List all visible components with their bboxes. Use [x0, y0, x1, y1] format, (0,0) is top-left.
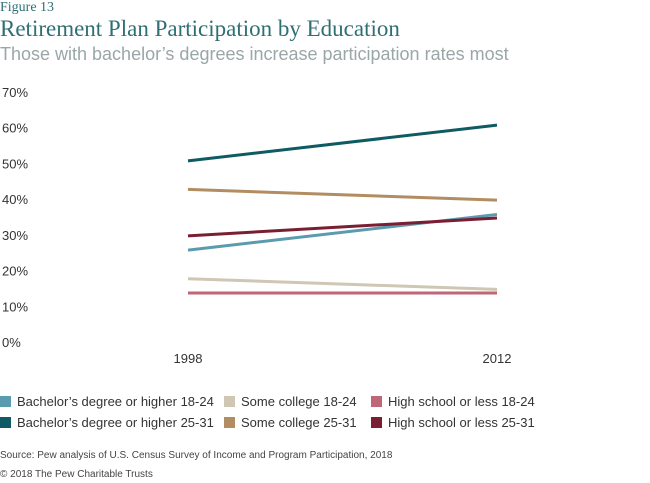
chart-subtitle: Those with bachelor’s degrees increase p… [0, 44, 509, 64]
legend-swatch [224, 417, 235, 428]
legend-label: High school or less 18-24 [388, 394, 535, 409]
legend-label: Bachelor’s degree or higher 18-24 [17, 394, 214, 409]
y-tick-label: 10% [2, 299, 28, 314]
legend-swatch [0, 396, 11, 407]
legend-swatch [0, 417, 11, 428]
series-line-1 [187, 277, 498, 291]
legend-item-bachelors-18-24: Bachelor’s degree or higher 18-24 [0, 394, 214, 409]
chart-title: Retirement Plan Participation by Educati… [0, 16, 400, 41]
legend-swatch [371, 417, 382, 428]
y-tick-label: 50% [2, 156, 28, 171]
y-tick-label: 40% [2, 192, 28, 207]
x-tick-label: 1998 [174, 351, 203, 366]
y-tick-label: 0% [2, 335, 21, 350]
line-chart: 0% 10% 20% 30% 40% 50% 60% 70% 1998 2012 [2, 85, 512, 366]
legend-swatch [224, 396, 235, 407]
copyright-note: © 2018 The Pew Charitable Trusts [0, 469, 153, 480]
y-tick-label: 70% [2, 85, 28, 100]
source-note: Source: Pew analysis of U.S. Census Surv… [0, 450, 393, 461]
legend-swatch [371, 396, 382, 407]
legend-label: Bachelor’s degree or higher 25-31 [17, 415, 214, 430]
legend-label: Some college 25-31 [241, 415, 357, 430]
legend-item-some-college-25-31: Some college 25-31 [224, 415, 357, 430]
legend-item-bachelors-25-31: Bachelor’s degree or higher 25-31 [0, 415, 214, 430]
x-tick-label: 2012 [483, 351, 512, 366]
series-line-4 [187, 187, 498, 202]
figure-label: Figure 13 [0, 0, 55, 15]
legend-item-high-school-18-24: High school or less 18-24 [371, 394, 535, 409]
y-tick-label: 30% [2, 228, 28, 243]
legend-item-high-school-25-31: High school or less 25-31 [371, 415, 535, 430]
legend-label: Some college 18-24 [241, 394, 357, 409]
series-line-5 [187, 216, 498, 238]
y-tick-label: 20% [2, 264, 28, 279]
legend-label: High school or less 25-31 [388, 415, 535, 430]
y-tick-label: 60% [2, 121, 28, 136]
series-line-3 [187, 123, 498, 163]
legend-item-some-college-18-24: Some college 18-24 [224, 394, 357, 409]
